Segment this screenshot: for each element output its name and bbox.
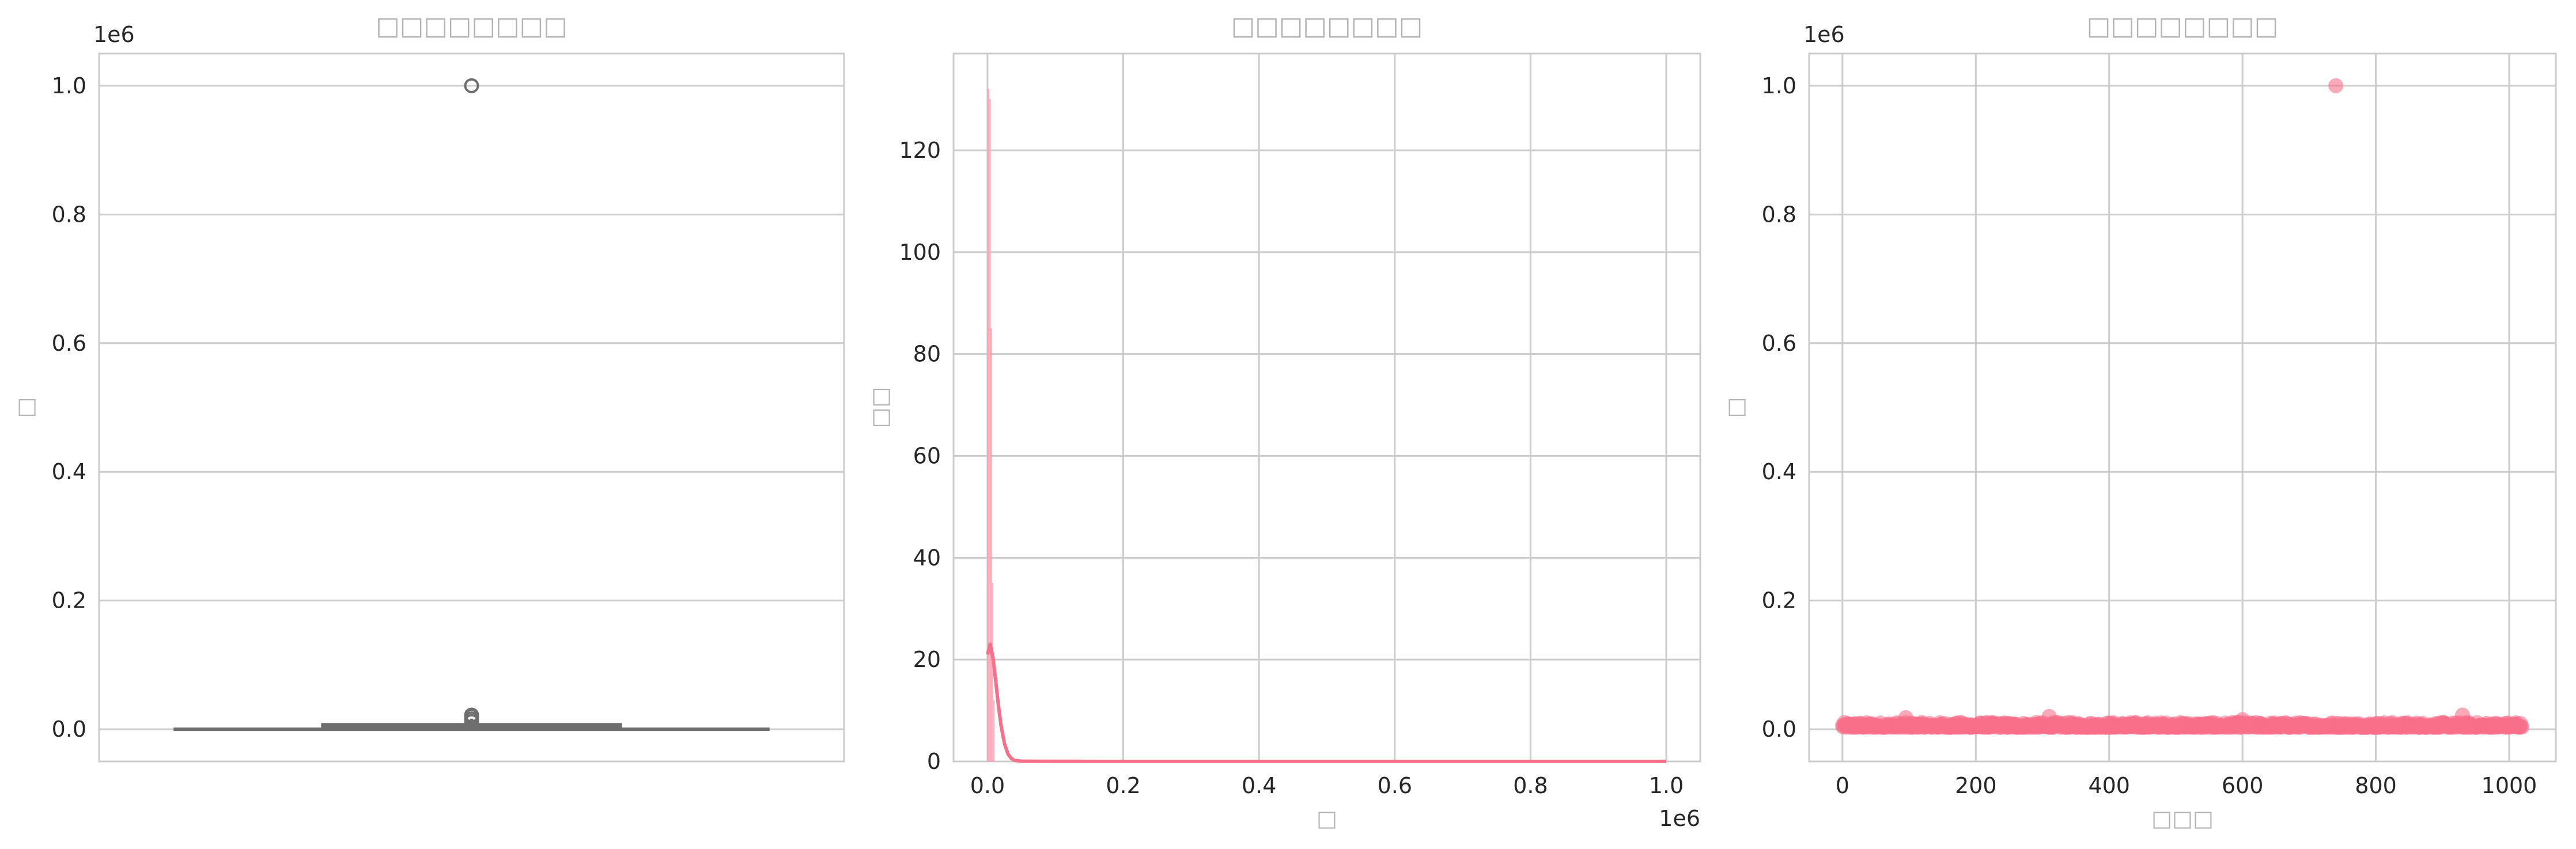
y-tick-label: 0.4 [1762, 459, 1796, 484]
x-axis-label: □ [1317, 806, 1337, 831]
y-tick-label: 0.4 [52, 459, 86, 484]
y-tick-label: 0 [927, 749, 941, 774]
chart-panel-2: □□□□□□□□ 0 20 40 60 80 100 120 0.0 0.2 0.4 0.6 0.8 1.… [867, 12, 1701, 831]
scatter-point [2455, 707, 2470, 723]
x-tick-label: 400 [2088, 773, 2130, 798]
y-tick-label: 0.2 [52, 588, 86, 613]
y-tick-label: 0.6 [1762, 331, 1796, 356]
y-tick-label: 80 [913, 342, 941, 367]
y-offset-label: 1e6 [1803, 22, 1845, 47]
y-tick-label: 1.0 [52, 73, 86, 98]
chart-panel-1: □□□□□□□□ 0.0 0.2 0.4 0.6 0.8 1.0 □ 1e6 [13, 12, 845, 763]
y-tick-label: 0.0 [1762, 717, 1796, 742]
y-axis-label: □□ [867, 387, 892, 429]
chart-title: □□□□□□□□ [376, 12, 568, 41]
y-tick-label: 0.6 [52, 331, 86, 356]
x-offset-label: 1e6 [1659, 806, 1700, 831]
plot-frame [1808, 52, 2557, 763]
scatter-point [2508, 715, 2524, 730]
scatter-outlier-point [2328, 78, 2344, 93]
x-tick-label: 0.4 [1242, 773, 1276, 798]
y-offset-label: 1e6 [93, 22, 135, 47]
x-tick-label: 600 [2222, 773, 2264, 798]
chart-panel-3: □□□□□□□□ 0.0 0.2 0.4 0.6 0.8 1.0 0 200 400 600 800 1… [1723, 12, 2557, 831]
y-tick-label: 0.8 [52, 202, 86, 227]
x-tick-label: 0.2 [1106, 773, 1140, 798]
box-outlier [464, 78, 479, 93]
x-tick-label: 1.0 [1649, 773, 1684, 798]
x-axis-label: □□□ [2151, 806, 2214, 831]
chart-title: □□□□□□□□ [2087, 12, 2279, 41]
x-tick-label: 0.6 [1378, 773, 1412, 798]
scatter-point [2235, 712, 2250, 727]
y-tick-label: 60 [913, 443, 941, 468]
x-tick-label: 1000 [2482, 773, 2537, 798]
y-axis-label: □ [13, 397, 38, 418]
y-tick-label: 20 [913, 647, 941, 672]
y-tick-label: 0.2 [1762, 588, 1796, 613]
scatter-point [1898, 710, 1913, 726]
y-tick-label: 120 [899, 138, 941, 163]
x-tick-label: 200 [1955, 773, 1997, 798]
y-tick-label: 40 [913, 545, 941, 570]
x-tick-label: 0.0 [970, 773, 1005, 798]
kde-line [986, 642, 1667, 763]
chart-title: □□□□□□□□ [1231, 12, 1423, 41]
x-tick-label: 0.8 [1513, 773, 1548, 798]
hist-bar [991, 583, 993, 762]
x-tick-label: 800 [2355, 773, 2397, 798]
plot-frame [952, 52, 1701, 763]
y-tick-label: 0.8 [1762, 202, 1796, 227]
plot-frame [98, 52, 845, 763]
box-outlier [464, 707, 479, 723]
y-tick-label: 0.0 [52, 717, 86, 742]
y-axis-label: □ [1723, 397, 1748, 418]
y-tick-label: 1.0 [1762, 73, 1796, 98]
scatter-point [2041, 708, 2057, 724]
x-tick-label: 0 [1836, 773, 1849, 798]
hist-bar [992, 700, 995, 762]
y-tick-label: 100 [899, 240, 941, 265]
hist-bar [990, 328, 992, 762]
